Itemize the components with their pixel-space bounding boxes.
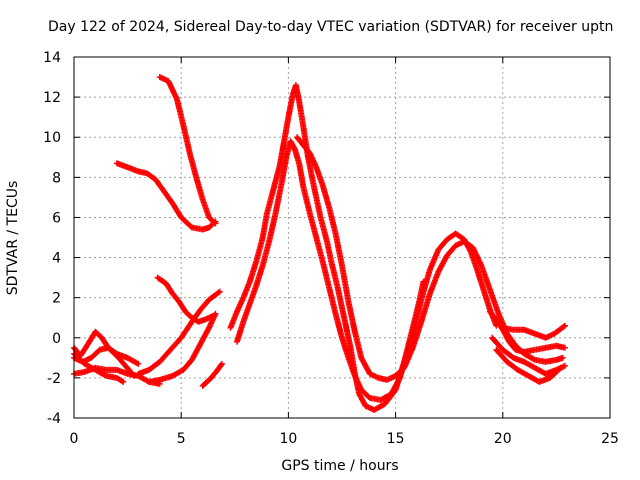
- x-tick-label: 5: [177, 431, 186, 447]
- x-axis-title: GPS time / hours: [281, 458, 398, 474]
- data-point-marker: [218, 360, 225, 367]
- data-point-marker: [561, 344, 568, 351]
- y-tick-label: 4: [52, 251, 61, 267]
- data-point-marker: [135, 360, 142, 367]
- data-marks: [71, 74, 568, 413]
- data-point-marker: [218, 362, 225, 369]
- data-point-marker: [212, 218, 219, 225]
- data-point-marker: [559, 354, 566, 361]
- plot-frame: [73, 56, 611, 419]
- y-axis-title: SDTVAR / TECUs: [5, 181, 21, 296]
- data-point-marker: [561, 322, 568, 329]
- series-arc-3: [154, 274, 217, 325]
- x-tick-label: 15: [387, 431, 405, 447]
- data-point-marker: [119, 378, 126, 385]
- series-arc-1: [156, 74, 219, 227]
- x-tick-label: 10: [279, 431, 297, 447]
- data-point-marker: [215, 289, 222, 296]
- chart-title: Day 122 of 2024, Sidereal Day-to-day VTE…: [48, 19, 613, 35]
- data-point-marker: [557, 364, 564, 371]
- y-tick-label: -2: [47, 371, 61, 387]
- data-point-marker: [556, 365, 563, 372]
- y-tick-label: 12: [43, 90, 61, 106]
- y-tick-label: 14: [43, 50, 61, 66]
- axis-ticks: 0 5 10 15 20 25 -4 -2 0 2 4 6 8 10 12 14: [43, 50, 619, 447]
- y-tick-label: -4: [47, 411, 61, 427]
- series-arc-14: [489, 334, 568, 377]
- series-arc-6: [199, 360, 225, 389]
- y-tick-label: 2: [52, 291, 61, 307]
- y-tick-label: 8: [52, 170, 61, 186]
- x-tick-label: 25: [601, 431, 619, 447]
- data-point-marker: [120, 378, 127, 385]
- y-tick-label: 6: [52, 210, 61, 226]
- series-arc-17: [486, 308, 568, 355]
- series-arc-2: [113, 160, 219, 233]
- grid: [74, 57, 610, 418]
- x-tick-label: 20: [494, 431, 512, 447]
- x-tick-label: 0: [70, 431, 79, 447]
- data-point-marker: [211, 219, 218, 226]
- y-tick-label: 0: [52, 331, 61, 347]
- data-point-marker: [156, 380, 163, 387]
- series-arc-15: [493, 346, 564, 385]
- series-arc-11: [227, 82, 427, 413]
- y-tick-label: 10: [43, 130, 61, 146]
- data-point-marker: [560, 323, 567, 330]
- data-point-marker: [212, 310, 219, 317]
- series-arc-13: [293, 134, 566, 383]
- data-point-marker: [216, 288, 223, 295]
- series-arc-4: [135, 288, 223, 377]
- data-point-marker: [561, 362, 568, 369]
- series-arc-5: [146, 310, 219, 385]
